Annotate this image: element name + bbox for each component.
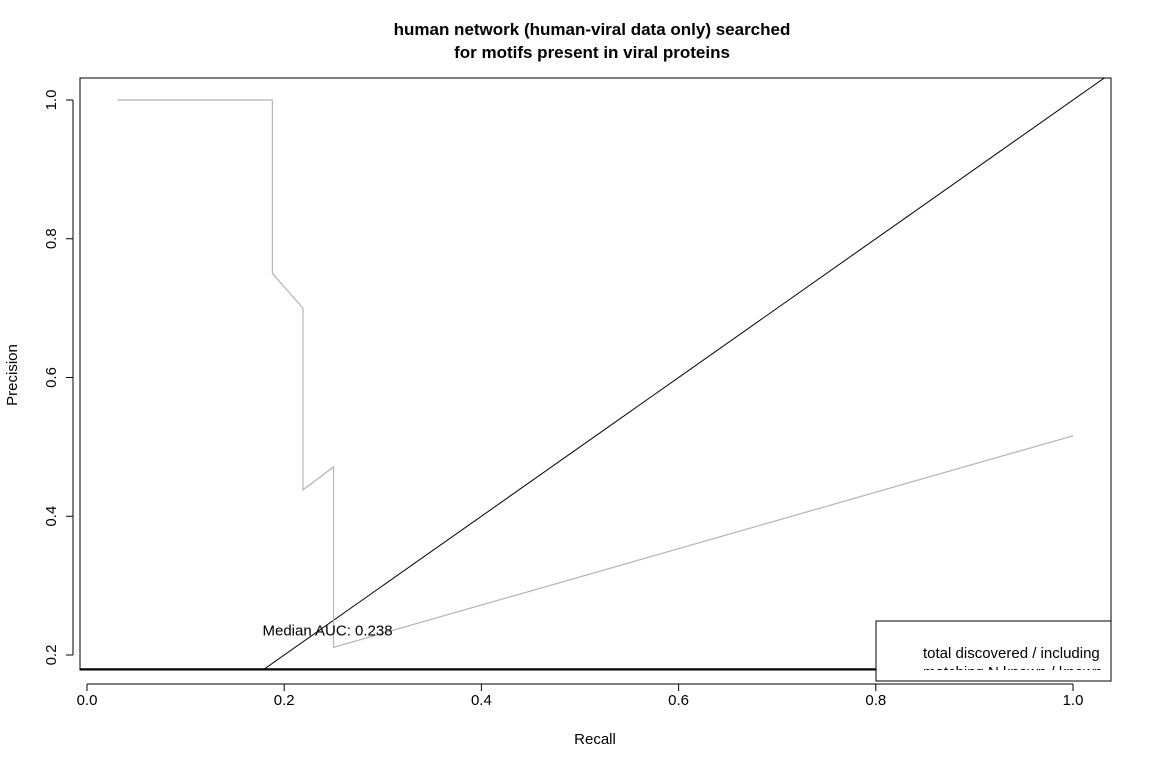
legend-line-1: total discovered / including: [923, 645, 1100, 662]
x-tick-label: 0.6: [668, 692, 689, 709]
y-tick-label: 1.0: [43, 90, 60, 111]
plot-frame: [79, 77, 1112, 671]
y-tick-label: 0.4: [43, 506, 60, 527]
chart-title-line-1: human network (human-viral data only) se…: [394, 20, 791, 39]
x-tick-label: 0.0: [77, 692, 98, 709]
reference-diagonal-line: [262, 78, 1106, 670]
x-tick-label: 0.4: [471, 692, 492, 709]
x-tick-label: 0.2: [274, 692, 295, 709]
y-axis: 0.2 0.4 0.6 0.8 1.0: [43, 90, 74, 666]
x-axis-label: Recall: [574, 731, 616, 748]
median-auc-label: Median AUC: 0.238: [263, 623, 393, 640]
y-axis-label: Precision: [4, 344, 21, 406]
x-tick-label: 1.0: [1063, 692, 1084, 709]
chart-title-line-2: for motifs present in viral proteins: [454, 43, 730, 62]
y-tick-label: 0.8: [43, 228, 60, 249]
y-tick-label: 0.6: [43, 367, 60, 388]
y-tick-label: 0.2: [43, 645, 60, 666]
pr-curve-series-1: [117, 99, 1074, 649]
x-tick-label: 0.8: [865, 692, 886, 709]
legend-line-2: matching N known / known: [923, 664, 1102, 681]
legend: total discovered / including matching N …: [875, 620, 1112, 682]
x-axis: 0.0 0.2 0.4 0.6 0.8 1.0: [77, 683, 1084, 709]
legend-box: [875, 620, 1112, 682]
